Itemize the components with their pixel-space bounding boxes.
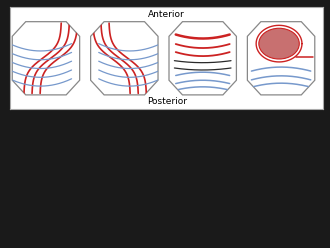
Ellipse shape <box>259 28 299 59</box>
Polygon shape <box>91 22 158 95</box>
Polygon shape <box>169 22 236 95</box>
Polygon shape <box>248 22 315 95</box>
Text: Posterior: Posterior <box>147 97 187 106</box>
Polygon shape <box>12 22 80 95</box>
Text: Anterior: Anterior <box>148 10 185 20</box>
